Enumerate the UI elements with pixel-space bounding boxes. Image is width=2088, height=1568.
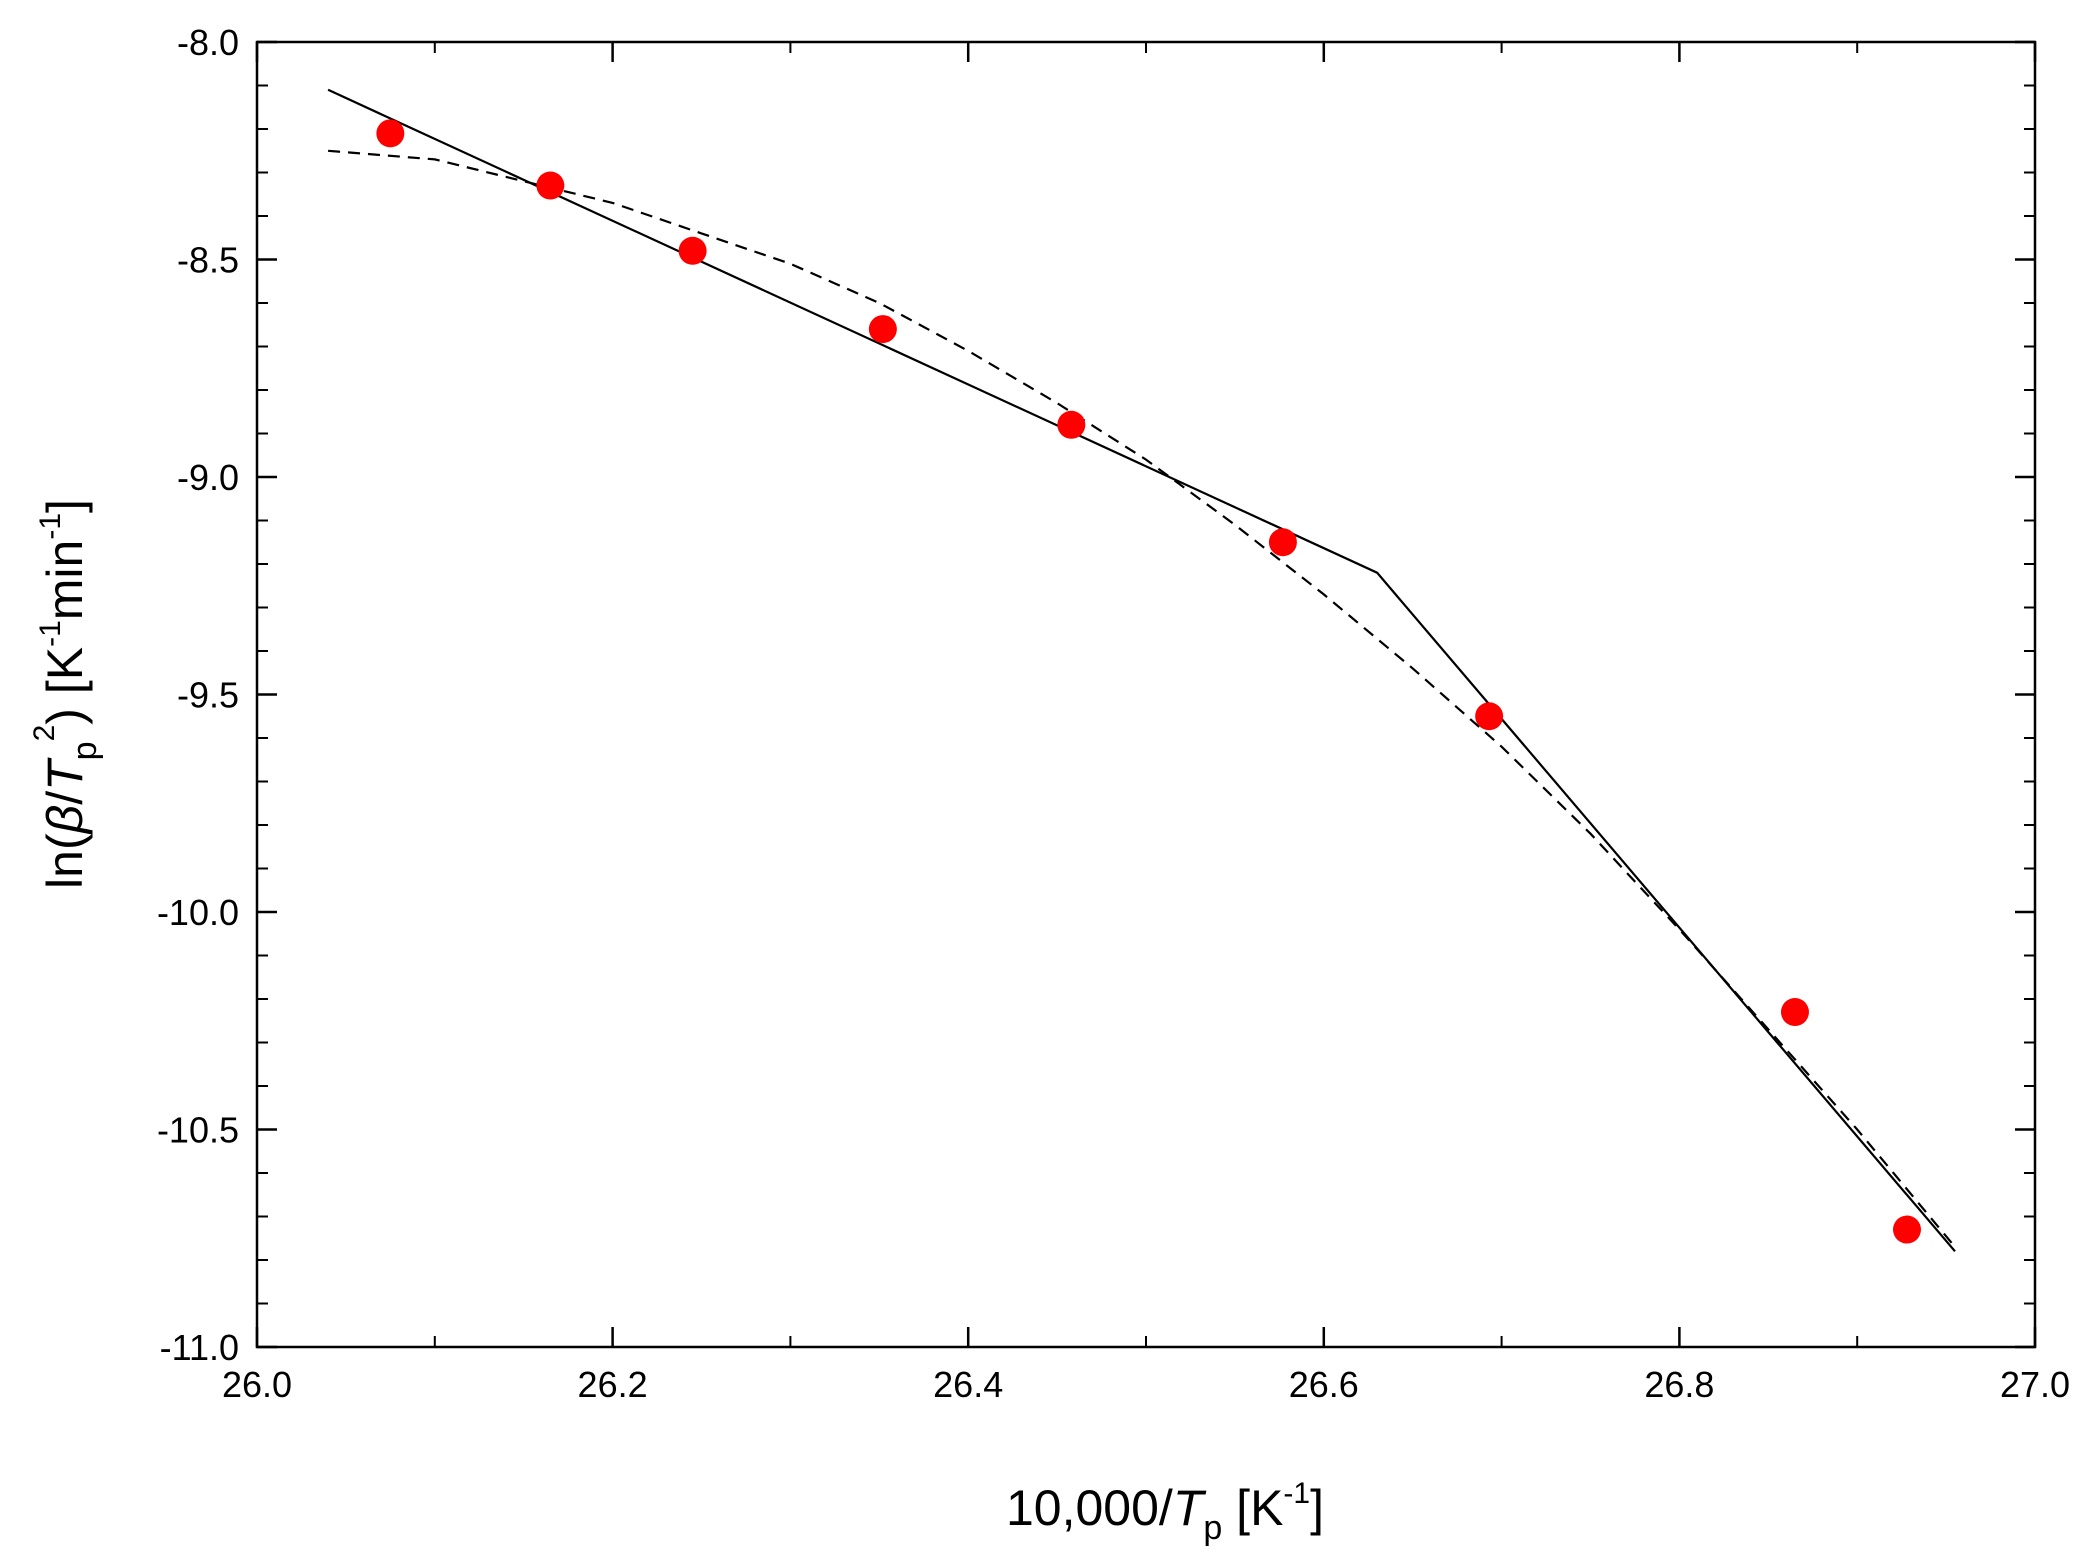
data-point <box>376 119 405 148</box>
data-point <box>868 315 897 344</box>
series-layer <box>327 88 1956 1253</box>
y-tick-label: -8.5 <box>177 240 239 281</box>
data-point <box>1057 410 1086 439</box>
x-tick-label: 26.4 <box>933 1364 1003 1405</box>
y-tick-label: -11.0 <box>160 1327 239 1368</box>
axis-ticks <box>255 40 2037 1349</box>
x-axis-title: 10,000/Tp [K-1] <box>1006 1477 1324 1547</box>
x-tick-labels: 26.0 26.2 26.4 26.6 26.8 27.0 <box>222 1364 2070 1405</box>
data-point <box>1892 1215 1921 1244</box>
y-tick-label: -10.5 <box>157 1110 239 1151</box>
data-point <box>1268 528 1297 557</box>
y-axis-title: ln(β/Tp2) [K-1min-1] <box>28 499 104 889</box>
y-tick-label: -8.0 <box>177 22 239 63</box>
x-tick-label: 27.0 <box>2000 1364 2070 1405</box>
x-tick-label: 26.8 <box>1644 1364 1714 1405</box>
solid-fit-line <box>327 88 1956 1253</box>
data-point <box>1475 702 1504 731</box>
plot-frame <box>255 40 2037 1349</box>
y-tick-label: -10.0 <box>157 892 239 933</box>
data-point <box>536 171 565 200</box>
x-tick-label: 26.6 <box>1289 1364 1359 1405</box>
data-point <box>678 236 707 265</box>
y-tick-label: -9.0 <box>177 457 239 498</box>
x-tick-label: 26.2 <box>578 1364 648 1405</box>
y-tick-labels: -8.0 -8.5 -9.0 -9.5 -10.0 -10.5 -11.0 <box>157 22 239 1368</box>
data-point <box>1780 998 1809 1027</box>
x-tick-label: 26.0 <box>222 1364 292 1405</box>
y-tick-label: -9.5 <box>177 675 239 716</box>
dashed-fit-line <box>328 149 1956 1248</box>
